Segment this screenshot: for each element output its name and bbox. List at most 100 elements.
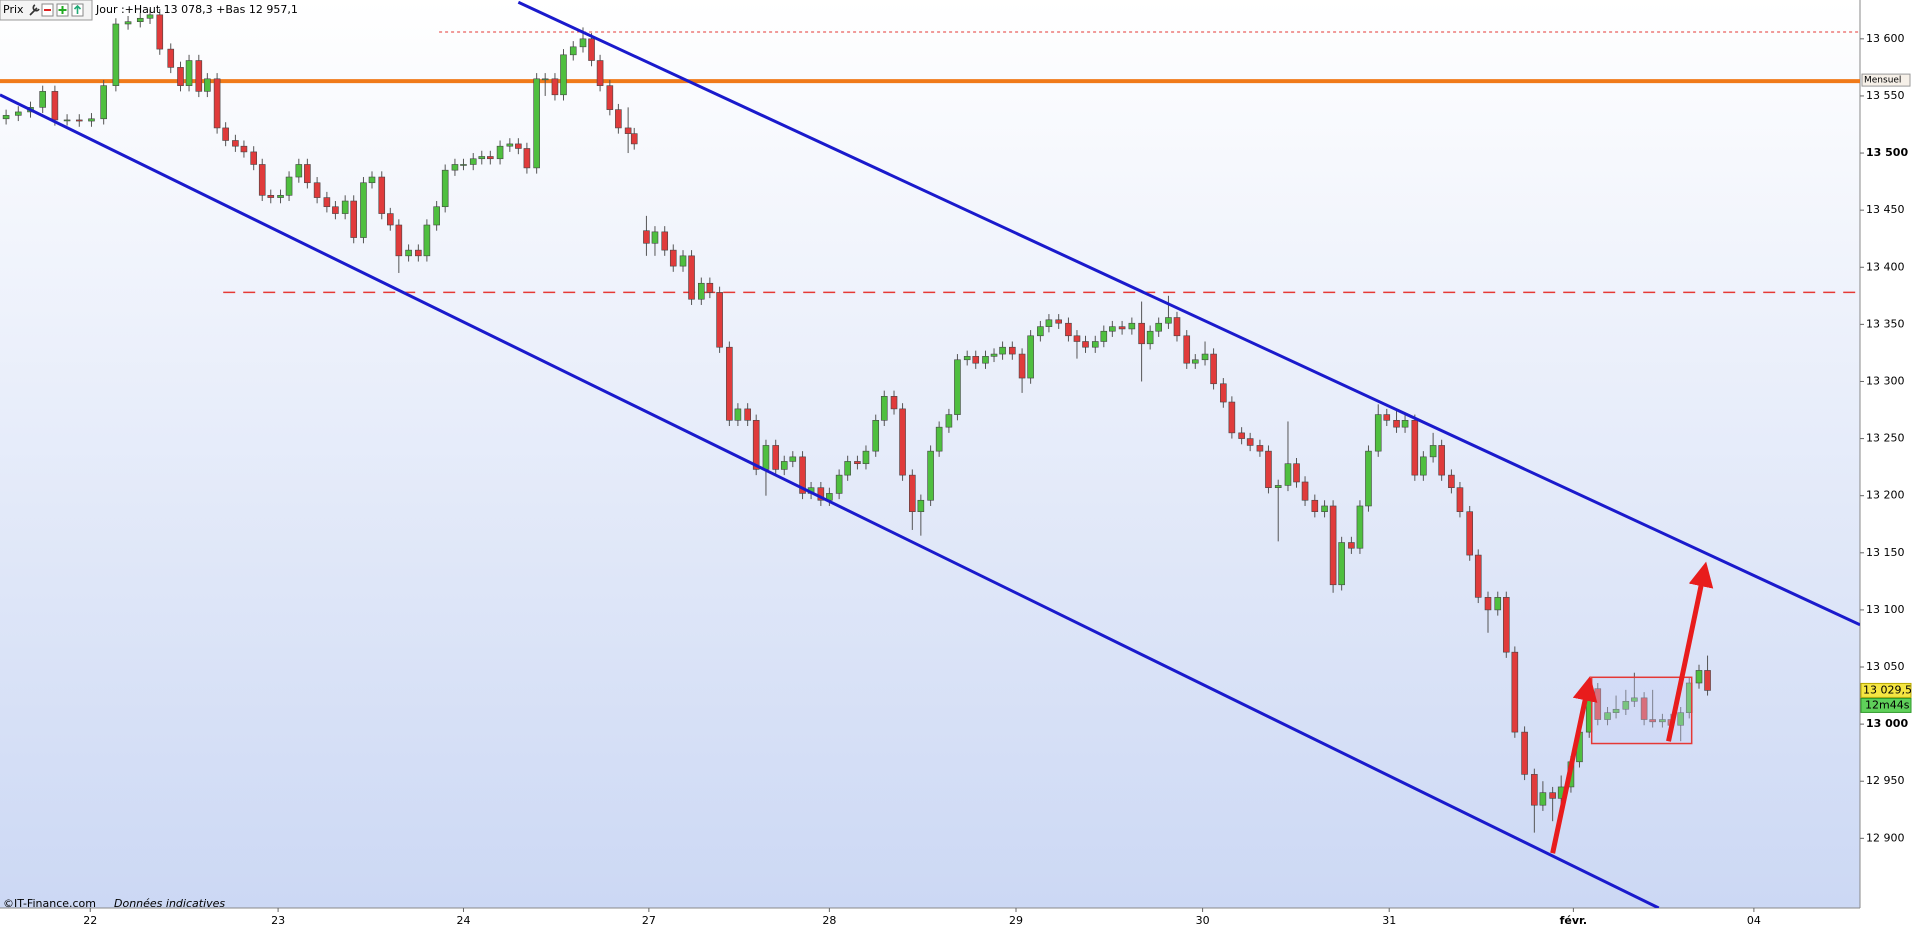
candle-body bbox=[1065, 322, 1072, 337]
candle-body bbox=[1365, 450, 1372, 507]
candle-body bbox=[606, 85, 614, 110]
candle-body bbox=[1238, 432, 1245, 439]
candle-body bbox=[350, 200, 358, 238]
y-tick-label: 13 150 bbox=[1866, 546, 1905, 559]
candle-body bbox=[560, 54, 567, 96]
header-text: Jour :+Haut 13 078,3 +Bas 12 957,1 bbox=[95, 3, 298, 16]
candle-body bbox=[854, 461, 861, 465]
candle-body bbox=[1704, 670, 1711, 691]
candle-body bbox=[1100, 330, 1108, 342]
candle-body bbox=[1695, 670, 1703, 684]
axis-background bbox=[1860, 0, 1912, 930]
x-tick-label: 31 bbox=[1382, 914, 1396, 927]
candle-body bbox=[258, 164, 266, 196]
candle-body bbox=[1045, 319, 1053, 327]
candle-body bbox=[487, 156, 494, 160]
candle-body bbox=[752, 420, 760, 470]
candle-body bbox=[643, 230, 650, 244]
candle-body bbox=[1265, 450, 1272, 488]
last-price-label: 13 029,5 bbox=[1863, 683, 1912, 696]
timer-label: 12m44s bbox=[1865, 698, 1910, 711]
candle-body bbox=[1612, 708, 1620, 713]
candle-body bbox=[954, 359, 961, 415]
candle-body bbox=[1220, 383, 1227, 403]
x-tick-label: 28 bbox=[822, 914, 836, 927]
level-tag bbox=[1861, 73, 1911, 87]
y-tick-label: 12 950 bbox=[1866, 774, 1905, 787]
candle-body bbox=[1539, 792, 1547, 806]
candle-body bbox=[204, 78, 211, 92]
candle-body bbox=[1091, 341, 1099, 348]
candle-body bbox=[1321, 505, 1328, 512]
remove-button[interactable] bbox=[41, 3, 54, 17]
trend-line bbox=[0, 93, 1660, 908]
y-tick-label: 13 100 bbox=[1866, 603, 1905, 616]
candle-body bbox=[1027, 335, 1034, 379]
candle-body bbox=[1466, 511, 1474, 556]
candle-body bbox=[706, 282, 714, 293]
candle-body bbox=[1420, 456, 1427, 476]
candle-body bbox=[661, 231, 669, 251]
trend-line bbox=[517, 0, 1860, 627]
candle-body bbox=[679, 255, 687, 267]
candle-body bbox=[423, 224, 431, 257]
candle-body bbox=[1018, 353, 1026, 379]
candle-body bbox=[295, 164, 303, 178]
candle-body bbox=[1474, 554, 1482, 598]
candle-body bbox=[569, 46, 577, 56]
x-tick-label: 29 bbox=[1009, 914, 1023, 927]
candle-body bbox=[1293, 463, 1300, 483]
candle-body bbox=[496, 145, 504, 160]
candle-body bbox=[1401, 420, 1409, 428]
add-button[interactable] bbox=[56, 3, 69, 17]
x-tick-label: 23 bbox=[271, 914, 285, 927]
watermark-note: Données indicatives bbox=[114, 897, 225, 910]
candle-body bbox=[1484, 597, 1492, 611]
candle-body bbox=[124, 21, 132, 25]
last-price-tag bbox=[1860, 682, 1912, 698]
candle-body bbox=[669, 249, 677, 267]
up-button[interactable] bbox=[71, 3, 84, 17]
candle-body bbox=[1502, 597, 1510, 653]
candle-body bbox=[1228, 401, 1236, 434]
candle-body bbox=[304, 164, 311, 184]
candle-body bbox=[523, 148, 531, 169]
y-tick-label: 13 200 bbox=[1866, 489, 1905, 502]
candle-body bbox=[789, 456, 797, 462]
candle-body bbox=[51, 91, 59, 121]
candle-body bbox=[14, 111, 22, 116]
candle-body bbox=[579, 38, 587, 48]
candle-body bbox=[880, 396, 888, 421]
candle-body bbox=[222, 127, 229, 141]
candle-body bbox=[630, 133, 638, 145]
wrench-icon[interactable] bbox=[29, 4, 40, 16]
y-tick-label: 13 400 bbox=[1866, 260, 1905, 273]
candle-body bbox=[415, 249, 422, 257]
candle-body bbox=[185, 60, 193, 86]
candle-body bbox=[734, 408, 742, 421]
candle-body bbox=[1649, 719, 1656, 723]
candle-body bbox=[177, 67, 184, 86]
y-tick-label: 13 300 bbox=[1866, 374, 1905, 387]
candle-body bbox=[1183, 335, 1191, 364]
x-tick-label: 22 bbox=[83, 914, 97, 927]
candle-body bbox=[1055, 319, 1062, 324]
candle-body bbox=[541, 78, 549, 81]
candle-body bbox=[1521, 731, 1528, 775]
candle-body bbox=[433, 206, 440, 226]
x-tick-label: 27 bbox=[642, 914, 656, 927]
candle-body bbox=[1155, 322, 1162, 332]
candle-body bbox=[1073, 335, 1081, 342]
candle-body bbox=[506, 143, 514, 147]
candle-body bbox=[469, 158, 477, 165]
candle-body bbox=[1448, 474, 1455, 488]
candle-body bbox=[360, 182, 367, 238]
candle-body bbox=[1429, 445, 1437, 458]
candle-body bbox=[1082, 341, 1089, 348]
candle-body bbox=[1201, 353, 1209, 361]
candle-body bbox=[1659, 719, 1666, 723]
candle-body bbox=[146, 14, 154, 19]
candle-body bbox=[1109, 326, 1116, 332]
candle-body bbox=[167, 48, 175, 68]
